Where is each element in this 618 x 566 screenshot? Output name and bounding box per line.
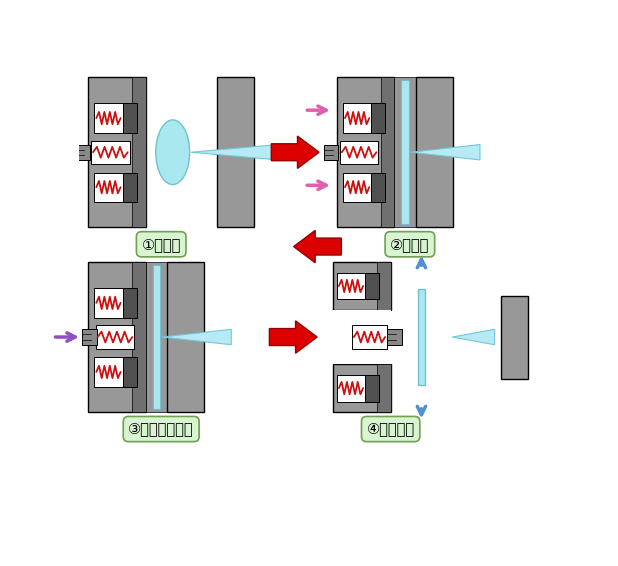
Bar: [343, 104, 385, 132]
Bar: [365, 272, 379, 299]
Bar: [337, 375, 379, 401]
Bar: [333, 310, 391, 364]
Polygon shape: [271, 136, 319, 169]
Bar: [217, 77, 253, 228]
Bar: [146, 262, 167, 412]
Polygon shape: [411, 144, 480, 160]
Bar: [333, 364, 391, 412]
Bar: [333, 262, 391, 310]
Bar: [394, 77, 416, 228]
Bar: [123, 104, 137, 132]
Bar: [377, 364, 391, 412]
Bar: [123, 357, 137, 387]
Bar: [88, 262, 146, 412]
Bar: [94, 288, 137, 318]
Bar: [88, 77, 146, 228]
Bar: [76, 144, 90, 160]
Bar: [365, 375, 379, 401]
Bar: [352, 325, 387, 349]
Bar: [416, 77, 453, 228]
Polygon shape: [294, 230, 341, 263]
Bar: [123, 173, 137, 202]
Ellipse shape: [156, 120, 190, 185]
Bar: [418, 289, 425, 385]
Bar: [324, 144, 338, 160]
Bar: [146, 77, 217, 228]
Bar: [94, 104, 137, 132]
Bar: [167, 262, 205, 412]
Bar: [94, 357, 137, 387]
Text: ①射　出: ①射 出: [142, 237, 181, 252]
Text: ③ゲートカット: ③ゲートカット: [129, 422, 194, 436]
Bar: [371, 104, 385, 132]
Bar: [340, 141, 378, 164]
Bar: [91, 141, 130, 164]
Bar: [123, 288, 137, 318]
Bar: [371, 173, 385, 202]
Bar: [402, 80, 409, 224]
Bar: [96, 325, 134, 349]
Polygon shape: [269, 321, 317, 353]
Bar: [387, 329, 402, 345]
Bar: [132, 262, 146, 412]
Bar: [377, 262, 391, 310]
Bar: [153, 265, 161, 409]
Text: ④製品取出: ④製品取出: [366, 422, 415, 436]
Text: ②圧　縮: ②圧 縮: [390, 237, 430, 252]
Bar: [337, 272, 379, 299]
Bar: [343, 173, 385, 202]
Bar: [337, 77, 394, 228]
Bar: [132, 77, 146, 228]
Polygon shape: [162, 329, 231, 345]
Bar: [82, 329, 97, 345]
Polygon shape: [452, 329, 494, 345]
Bar: [94, 173, 137, 202]
Polygon shape: [191, 144, 278, 160]
Bar: [501, 297, 528, 379]
Bar: [381, 77, 394, 228]
